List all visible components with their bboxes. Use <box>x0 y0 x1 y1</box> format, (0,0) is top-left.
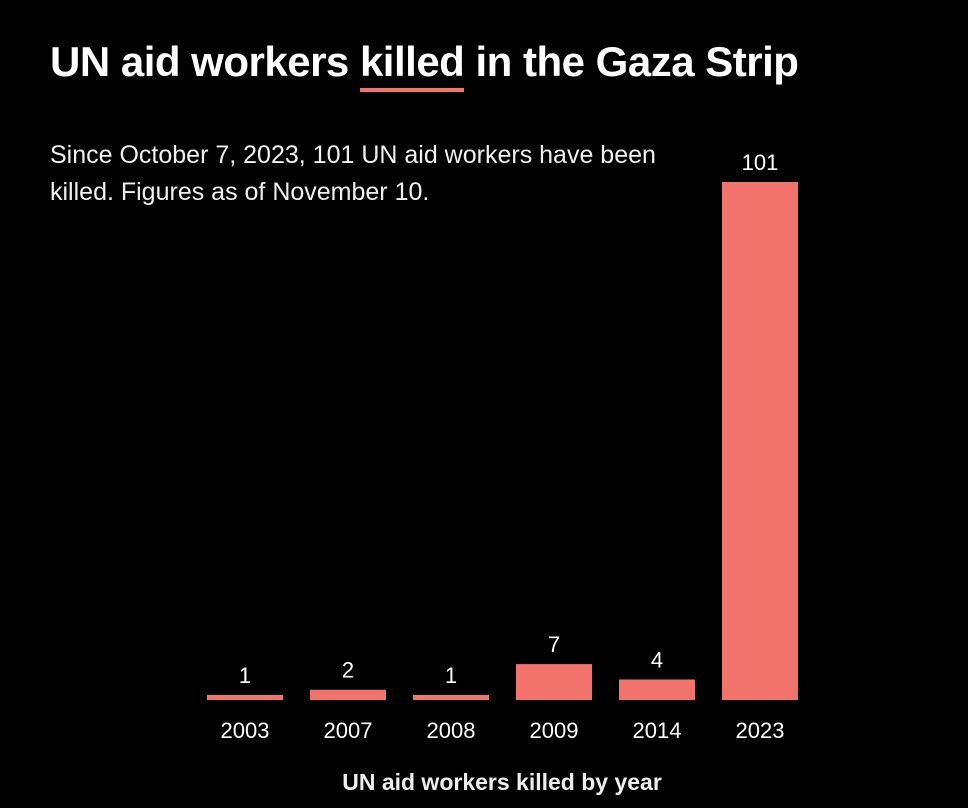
x-tick-label: 2023 <box>736 718 785 743</box>
bar-2014 <box>619 679 695 700</box>
x-axis-label: UN aid workers killed by year <box>342 769 662 795</box>
chart-subtitle: Since October 7, 2023, 101 UN aid worker… <box>50 141 656 206</box>
data-label: 1 <box>239 663 251 688</box>
data-label: 2 <box>342 658 354 683</box>
bar-2023 <box>722 182 798 700</box>
title-part: UN aid workers <box>50 38 360 85</box>
data-label: 4 <box>651 647 663 672</box>
x-tick-label: 2009 <box>530 718 579 743</box>
data-label: 101 <box>742 150 779 175</box>
chart-title: UN aid workers killed in the Gaza Strip <box>50 38 799 92</box>
data-label: 7 <box>548 632 560 657</box>
title-part: in the Gaza Strip <box>464 38 799 85</box>
bar-2008 <box>413 694 489 700</box>
x-tick-label: 2014 <box>633 718 682 743</box>
title-highlight: killed <box>359 38 465 92</box>
bar-2003 <box>207 694 283 700</box>
bar-2007 <box>310 689 386 700</box>
x-tick-label: 2008 <box>427 718 476 743</box>
bar-2009 <box>516 664 592 700</box>
data-label: 1 <box>445 663 457 688</box>
x-tick-label: 2003 <box>221 718 270 743</box>
x-tick-label: 2007 <box>324 718 373 743</box>
